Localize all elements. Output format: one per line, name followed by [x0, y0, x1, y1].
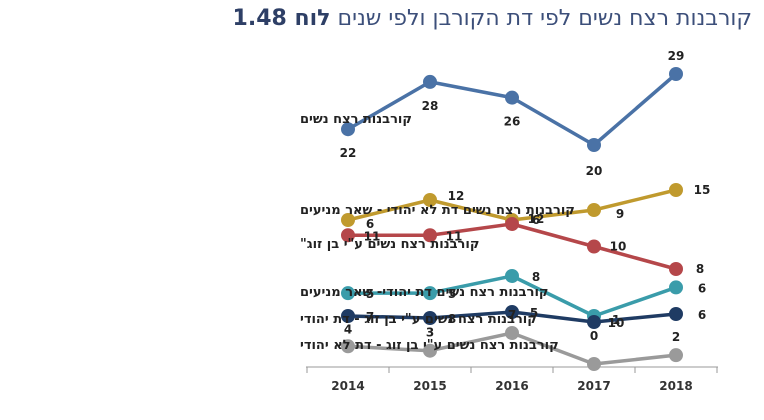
legend-label: קורבנות רצח נשים דת יהודי- שאר מניעים: [300, 285, 548, 300]
data-label: 15: [694, 183, 711, 197]
data-point: [423, 286, 437, 301]
data-point: [423, 343, 437, 358]
data-point: [505, 269, 519, 283]
chart-title: קורבנות רצח נשים לפי דת הקורבן ולפי שנים…: [233, 6, 752, 31]
data-label: 10: [610, 240, 627, 254]
data-label: 7: [366, 310, 374, 324]
data-label: 22: [340, 146, 357, 160]
data-label: 26: [504, 115, 521, 129]
data-label: 0: [590, 329, 598, 343]
data-label: 7: [508, 308, 516, 322]
data-label: 28: [422, 99, 439, 113]
x-tick-label: 2015: [413, 379, 446, 393]
data-label: 4: [344, 322, 352, 336]
x-tick-label: 2018: [659, 379, 692, 393]
data-point: [587, 357, 601, 371]
data-label: 10: [608, 316, 625, 330]
x-tick-label: 2014: [331, 379, 364, 393]
data-label: 3: [426, 326, 434, 340]
data-point: [423, 74, 437, 89]
data-label: 6: [698, 281, 706, 295]
data-point: [669, 262, 683, 276]
data-point: [669, 280, 683, 295]
chart-title-text: קורבנות רצח נשים לפי דת הקורבן ולפי שנים: [337, 6, 752, 31]
legend-label: קורבנות רצח נשים ע"י בן זוג - דת יהודי: [300, 312, 537, 327]
data-point: [423, 193, 437, 207]
data-label: 2: [672, 330, 680, 344]
data-label: 5: [448, 287, 456, 301]
data-label: 12: [528, 212, 545, 226]
data-point: [341, 213, 355, 227]
data-label: 11: [446, 229, 463, 243]
data-label: 9: [616, 207, 624, 221]
data-point: [587, 138, 601, 152]
data-label: 12: [448, 189, 465, 203]
data-point: [341, 228, 355, 243]
data-point: [423, 311, 437, 325]
data-point: [669, 67, 683, 81]
data-label: 11: [364, 229, 381, 243]
data-point: [587, 315, 601, 329]
data-point: [505, 90, 519, 105]
data-label: 8: [696, 262, 704, 276]
legend-label: קורבנות רצח נשים ע"י בן זוג": [300, 237, 479, 252]
data-label: 5: [530, 306, 538, 320]
data-label: 20: [586, 164, 603, 178]
data-point: [341, 286, 355, 301]
legend-label: קורבנות רצח נשים: [300, 112, 412, 127]
data-point: [505, 326, 519, 340]
data-label: 8: [532, 270, 540, 284]
data-point: [505, 217, 519, 231]
data-label: 8: [448, 312, 456, 326]
data-point: [341, 339, 355, 354]
x-tick-label: 2016: [495, 379, 528, 393]
x-tick-label: 2017: [577, 379, 610, 393]
data-point: [587, 203, 601, 217]
series-line: [347, 72, 678, 147]
data-label: 6: [532, 213, 540, 227]
data-point: [669, 348, 683, 363]
data-label: 29: [668, 49, 685, 63]
data-point: [423, 228, 437, 243]
legend-label: קורבנות רצח נשים דת לא יהודי - שאר מניעי…: [300, 203, 575, 218]
data-point: [341, 309, 355, 323]
data-point: [587, 239, 601, 254]
data-point: [669, 307, 683, 321]
legend-label: קורבנות רצח נשים ע"י בן זוג - דת לא יהוד…: [300, 338, 559, 353]
data-label: 6: [366, 217, 374, 231]
data-point: [341, 122, 355, 137]
data-point: [669, 183, 683, 197]
data-point: [505, 305, 519, 319]
chart-title-prefix: לוח 1.48: [232, 6, 331, 31]
data-label: 5: [366, 287, 374, 301]
data-label: 6: [698, 308, 706, 322]
